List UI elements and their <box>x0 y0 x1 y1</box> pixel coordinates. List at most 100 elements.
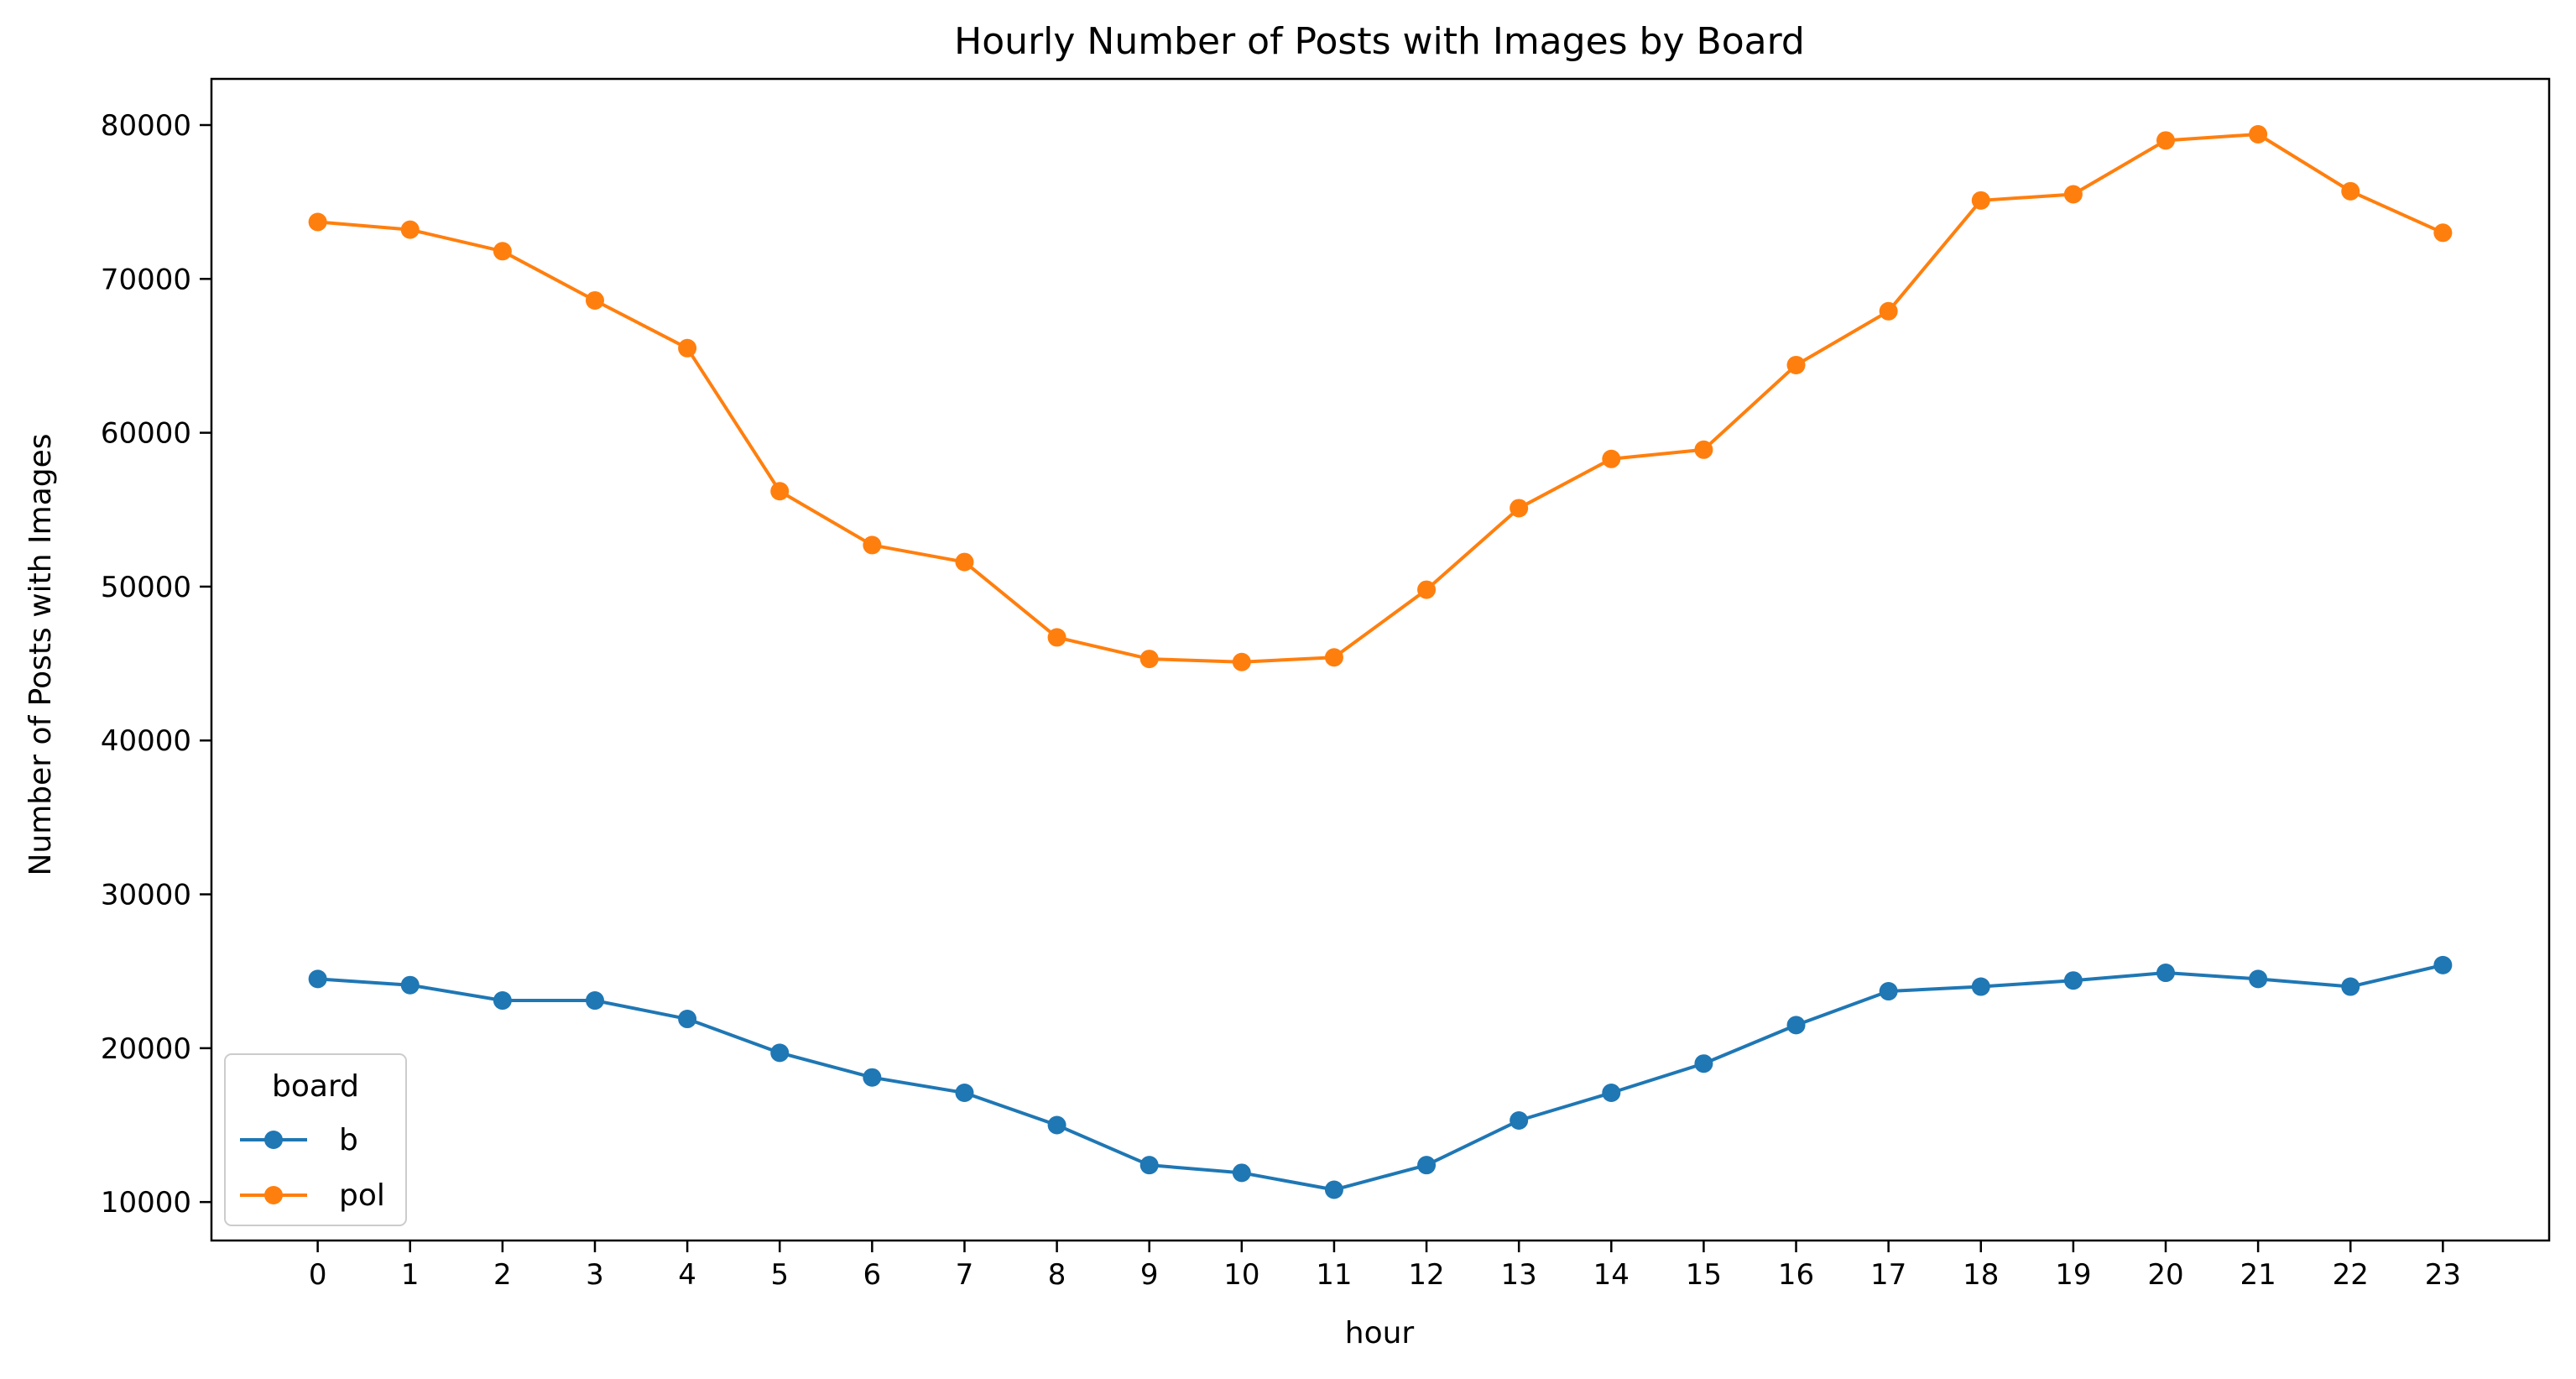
data-point-b <box>585 991 604 1011</box>
data-point-b <box>1139 1156 1159 1175</box>
data-point-pol <box>2063 185 2083 204</box>
data-point-b <box>1324 1180 1343 1199</box>
y-axis-ticks: 10000 20000 30000 40000 50000 60000 70000 80000 <box>101 109 211 1220</box>
data-point-pol <box>1417 580 1437 599</box>
x-tick-label: 16 <box>1778 1258 1814 1292</box>
data-point-b <box>1694 1054 1713 1073</box>
legend-entries: b pol <box>240 1123 385 1213</box>
x-tick-label: 14 <box>1593 1258 1630 1292</box>
chart-title: Hourly Number of Posts with Images by Bo… <box>954 20 1805 63</box>
data-point-b <box>678 1010 697 1029</box>
data-point-b <box>770 1043 790 1063</box>
x-tick-label: 4 <box>678 1258 696 1292</box>
y-tick-label: 80000 <box>101 109 191 143</box>
x-axis-ticks: 0 1 2 3 4 5 6 7 8 9 10 11 12 13 14 15 16 17 18 19 20 21 22 23 <box>309 1241 2461 1292</box>
x-tick-label: 13 <box>1501 1258 1537 1292</box>
y-tick-label: 10000 <box>101 1186 191 1220</box>
x-tick-label: 7 <box>956 1258 974 1292</box>
legend-entry-pol: pol <box>240 1178 385 1213</box>
x-axis-label: hour <box>1345 1316 1415 1350</box>
x-tick-label: 12 <box>1408 1258 1444 1292</box>
x-tick-label: 18 <box>1963 1258 1999 1292</box>
x-tick-label: 22 <box>2333 1258 2369 1292</box>
data-point-b <box>1417 1156 1437 1175</box>
data-point-pol <box>2156 131 2176 150</box>
data-point-pol <box>400 220 420 239</box>
series-line-b <box>317 963 2443 1192</box>
data-point-pol <box>1971 191 1990 210</box>
x-tick-label: 5 <box>770 1258 789 1292</box>
x-tick-label: 23 <box>2425 1258 2461 1292</box>
legend-box <box>224 1053 407 1226</box>
data-point-b <box>400 975 420 995</box>
data-point-pol <box>1602 449 1621 468</box>
x-tick-label: 9 <box>1140 1258 1159 1292</box>
y-tick-label: 70000 <box>101 263 191 296</box>
y-tick-label: 60000 <box>101 417 191 451</box>
data-point-pol <box>1232 652 1251 671</box>
data-point-pol <box>2433 223 2453 243</box>
x-tick-label: 6 <box>863 1258 882 1292</box>
series-b <box>308 955 2453 1199</box>
y-tick-label: 20000 <box>101 1032 191 1066</box>
data-point-pol <box>1139 650 1159 669</box>
data-point-b <box>2249 969 2268 989</box>
data-point-pol <box>2341 181 2360 201</box>
data-point-b <box>1786 1016 1806 1035</box>
x-tick-label: 10 <box>1223 1258 1259 1292</box>
data-point-pol <box>2249 124 2268 144</box>
data-point-pol <box>1047 628 1066 647</box>
data-point-pol <box>493 242 512 261</box>
data-point-b <box>493 991 512 1011</box>
legend-marker-pol <box>264 1186 283 1204</box>
legend-marker-b <box>264 1131 283 1149</box>
legend-label-b: b <box>339 1123 358 1157</box>
x-tick-label: 19 <box>2055 1258 2091 1292</box>
data-point-pol <box>1510 499 1529 518</box>
data-point-pol <box>678 338 697 358</box>
series-pol <box>308 124 2453 671</box>
data-point-pol <box>1694 440 1713 459</box>
data-point-b <box>2433 955 2453 974</box>
legend: board b pol <box>224 1053 407 1226</box>
plot-frame <box>210 77 2551 1242</box>
legend-label-pol: pol <box>339 1178 385 1213</box>
x-tick-label: 17 <box>1870 1258 1906 1292</box>
data-point-b <box>1879 982 1898 1001</box>
x-tick-label: 11 <box>1316 1258 1352 1292</box>
data-point-pol <box>863 535 882 555</box>
x-tick-label: 20 <box>2147 1258 2183 1292</box>
data-point-b <box>1971 977 1990 996</box>
x-tick-label: 8 <box>1048 1258 1066 1292</box>
series-layer <box>308 124 2453 1199</box>
y-tick-label: 30000 <box>101 879 191 912</box>
x-tick-label: 1 <box>401 1258 420 1292</box>
data-point-b <box>1047 1115 1066 1135</box>
series-line-pol <box>317 132 2444 664</box>
data-point-pol <box>1879 301 1898 321</box>
legend-title: board <box>272 1069 359 1104</box>
x-tick-label: 21 <box>2240 1258 2276 1292</box>
data-point-b <box>955 1084 974 1103</box>
data-point-b <box>308 969 327 989</box>
y-tick-label: 40000 <box>101 724 191 758</box>
data-point-b <box>1232 1163 1251 1183</box>
x-tick-label: 0 <box>309 1258 327 1292</box>
data-point-pol <box>585 290 604 310</box>
x-tick-label: 2 <box>493 1258 512 1292</box>
data-point-pol <box>770 482 790 501</box>
data-point-b <box>2156 964 2176 983</box>
y-axis-label: Number of Posts with Images <box>23 433 58 875</box>
y-tick-label: 50000 <box>101 571 191 604</box>
data-point-b <box>863 1068 882 1087</box>
data-point-b <box>2063 971 2083 990</box>
legend-entry-b: b <box>240 1123 358 1157</box>
data-point-pol <box>1786 355 1806 374</box>
data-point-b <box>1510 1111 1529 1131</box>
data-point-pol <box>955 552 974 572</box>
data-point-b <box>2341 977 2360 996</box>
data-point-pol <box>1324 648 1343 667</box>
